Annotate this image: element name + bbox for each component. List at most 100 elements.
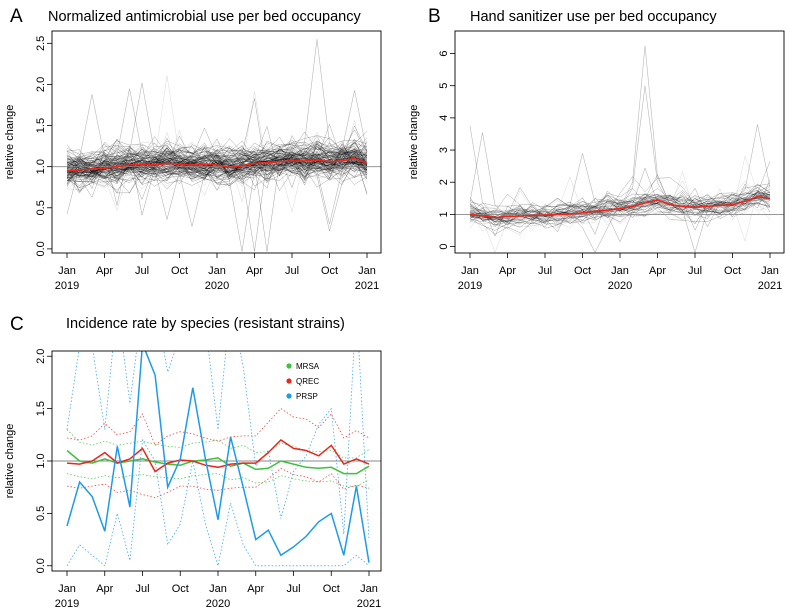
x-year-label: 2019 bbox=[458, 280, 482, 292]
legend-qrec-marker bbox=[286, 378, 292, 384]
ward-trajectory-line bbox=[66, 137, 368, 215]
ward-trajectory-line bbox=[66, 136, 368, 168]
ward-trajectory-line bbox=[66, 135, 368, 180]
legend-mrsa-label: MRSA bbox=[296, 362, 320, 371]
ward-trajectory-line bbox=[66, 155, 368, 175]
ward-trajectory-line bbox=[469, 174, 771, 224]
ward-trajectory-line bbox=[66, 75, 368, 185]
mean-line bbox=[66, 157, 368, 172]
ward-trajectory-line bbox=[469, 199, 771, 235]
x-tick-label: Oct bbox=[574, 265, 591, 277]
ward-trajectory-line bbox=[66, 156, 368, 185]
ward-trajectory-line bbox=[66, 156, 368, 177]
ward-trajectory-line bbox=[66, 131, 368, 187]
x-tick-label: Apr bbox=[246, 265, 263, 277]
ward-trajectory-line bbox=[66, 135, 368, 174]
x-tick-label: Apr bbox=[96, 265, 113, 277]
legend-prsp-label: PRSP bbox=[296, 392, 318, 401]
ward-trajectory-line bbox=[66, 139, 368, 160]
panel-b-frame bbox=[454, 30, 785, 254]
ward-trajectory-line bbox=[469, 181, 771, 223]
ward-trajectory-line bbox=[66, 132, 368, 161]
ward-trajectory-line bbox=[66, 149, 368, 203]
x-tick-label: Jan bbox=[611, 265, 629, 277]
y-tick-label: 1 bbox=[438, 211, 450, 217]
x-tick-label: Apr bbox=[96, 583, 113, 595]
ward-trajectory-line bbox=[469, 45, 771, 218]
ward-trajectory-line bbox=[66, 143, 368, 206]
panel-a: A Normalized antimicrobial use per bed o… bbox=[4, 6, 382, 292]
legend-qrec-label: QREC bbox=[296, 377, 319, 386]
mrsa-ci-upper-line bbox=[66, 429, 370, 459]
ward-trajectory-line bbox=[469, 197, 771, 225]
x-tick-label: Oct bbox=[172, 583, 189, 595]
prsp-line bbox=[66, 351, 370, 563]
ward-trajectory-line bbox=[469, 180, 771, 232]
ward-trajectory-line bbox=[66, 120, 368, 191]
ward-trajectory-line bbox=[469, 191, 771, 213]
ward-trajectory-line bbox=[66, 150, 368, 252]
ward-trajectory-line bbox=[66, 146, 368, 181]
x-tick-label: Jan bbox=[58, 265, 76, 277]
x-tick-label: Oct bbox=[323, 583, 340, 595]
ward-trajectory-line bbox=[66, 144, 368, 177]
qrec-line bbox=[66, 439, 370, 473]
y-tick-label: 6 bbox=[438, 50, 450, 56]
x-year-label: 2019 bbox=[55, 280, 79, 292]
y-tick-label: 1.5 bbox=[35, 401, 47, 416]
ward-trajectory-line bbox=[469, 197, 771, 223]
panel-b-letter: B bbox=[428, 6, 441, 27]
ward-trajectory-line bbox=[66, 135, 368, 179]
ward-trajectory-line bbox=[66, 143, 368, 168]
panel-a-title: Normalized antimicrobial use per bed occ… bbox=[48, 9, 361, 25]
panel-a-letter: A bbox=[10, 6, 23, 27]
ward-trajectory-line bbox=[469, 155, 771, 218]
panel-a-y-axis-title: relative change bbox=[4, 105, 16, 180]
ward-trajectory-line bbox=[469, 196, 771, 226]
ward-trajectory-line bbox=[66, 153, 368, 179]
y-tick-label: 1.5 bbox=[35, 118, 47, 133]
ward-trajectory-line bbox=[66, 145, 368, 173]
ward-trajectory-line bbox=[66, 152, 368, 176]
ward-trajectory-line bbox=[66, 98, 368, 182]
y-tick-label: 3 bbox=[438, 147, 450, 153]
panel-a-frame bbox=[51, 30, 382, 254]
ward-trajectory-line bbox=[469, 191, 771, 218]
ward-trajectory-line bbox=[66, 151, 368, 181]
legend-prsp-marker bbox=[286, 393, 292, 399]
ward-trajectory-line bbox=[66, 139, 368, 161]
y-tick-label: 2.0 bbox=[35, 77, 47, 92]
ward-trajectory-line bbox=[66, 151, 368, 182]
ward-trajectory-line bbox=[66, 140, 368, 167]
ward-trajectory-line bbox=[66, 155, 368, 184]
x-tick-label: Jan bbox=[358, 265, 376, 277]
x-year-label: 2020 bbox=[205, 280, 229, 292]
ward-trajectory-line bbox=[66, 151, 368, 176]
ward-trajectory-line bbox=[66, 125, 368, 216]
y-tick-label: 0.0 bbox=[35, 241, 47, 256]
ward-trajectory-line bbox=[469, 186, 771, 224]
ward-trajectory-line bbox=[469, 188, 771, 236]
x-tick-label: Jul bbox=[135, 583, 149, 595]
ward-trajectory-line bbox=[469, 196, 771, 226]
ward-trajectory-line bbox=[66, 125, 368, 176]
panel-c-plot-area bbox=[52, 351, 381, 567]
ward-trajectory-line bbox=[66, 139, 368, 192]
ward-trajectory-line bbox=[469, 189, 771, 218]
x-tick-label: Jul bbox=[285, 265, 299, 277]
ward-trajectory-line bbox=[66, 146, 368, 177]
ward-trajectory-line bbox=[469, 191, 771, 226]
ward-trajectory-line bbox=[66, 155, 368, 185]
x-year-label: 2021 bbox=[758, 280, 782, 292]
ward-trajectory-line bbox=[66, 141, 368, 173]
y-tick-label: 2.5 bbox=[35, 36, 47, 51]
ward-trajectory-line bbox=[66, 152, 368, 183]
ward-trajectory-line bbox=[66, 141, 368, 169]
panel-b-plot-area bbox=[455, 45, 784, 253]
ward-trajectory-line bbox=[469, 192, 771, 235]
ward-trajectory-line bbox=[66, 148, 368, 170]
ward-trajectory-line bbox=[66, 127, 368, 178]
ward-trajectory-line bbox=[66, 151, 368, 174]
ward-trajectory-line bbox=[469, 161, 771, 231]
ward-trajectory-line bbox=[66, 144, 368, 173]
